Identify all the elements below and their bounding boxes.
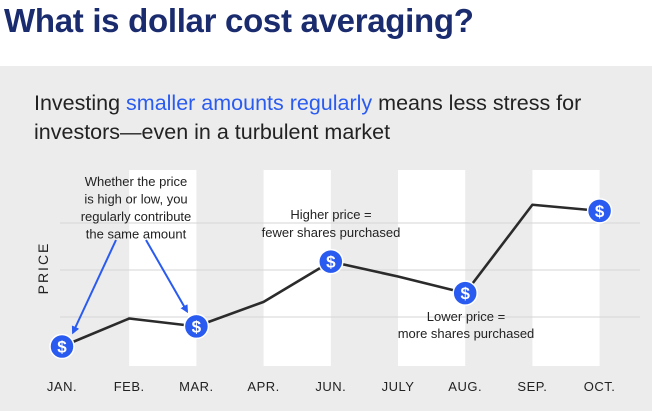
coin-circle (183, 313, 210, 340)
x-tick-label: AUG. (448, 379, 482, 394)
coin-circle (318, 248, 344, 275)
dollar-coin-icon: $ (49, 333, 75, 360)
x-tick-label: JUN. (315, 379, 346, 394)
annotation-lower-price: Lower price = more shares purchased (398, 309, 535, 341)
annotation-line: is high or low, you (84, 192, 187, 207)
annotation-line: the same amount (86, 227, 187, 242)
x-tick-label: SEP. (517, 379, 547, 394)
subtitle-highlight: smaller amounts regularly (126, 91, 373, 115)
annotation-regular-contribution: Whether the price is high or low, you regu… (81, 174, 192, 242)
dollar-coin-icon: $ (318, 248, 344, 275)
dollar-sign: $ (326, 253, 336, 272)
annotation-line: Lower price = (427, 309, 505, 324)
annotation-arrow (71, 239, 117, 335)
subtitle-part-1: Investing (34, 91, 127, 115)
dollar-sign: $ (595, 202, 605, 221)
dollar-coin-icon: $ (452, 280, 478, 306)
dollar-coin-icon: $ (586, 198, 613, 224)
x-tick-label: FEB. (114, 379, 145, 394)
annotation-line: Whether the price (85, 174, 188, 189)
dollar-sign: $ (192, 317, 202, 336)
annotation-line: regularly contribute (81, 209, 192, 224)
x-tick-label: JAN. (47, 379, 77, 394)
x-tick-label: JULY (382, 379, 415, 394)
annotation-arrow (145, 239, 188, 314)
x-tick-label: MAR. (179, 379, 214, 394)
dollar-sign: $ (460, 284, 470, 303)
page-title: What is dollar cost averaging? (4, 2, 474, 39)
annotation-higher-price: Higher price = fewer shares purchased (262, 207, 401, 240)
x-tick-label: APR. (247, 379, 279, 394)
dollar-sign: $ (57, 338, 67, 357)
coin-circle (586, 198, 613, 224)
coin-circle (452, 280, 478, 306)
coin-circle (49, 333, 75, 360)
dollar-coin-icon: $ (183, 313, 210, 340)
month-band (398, 170, 466, 366)
annotation-line: more shares purchased (398, 326, 535, 341)
chart-subtitle: Investing smaller amounts regularly mean… (34, 89, 634, 147)
subtitle-part-2: means less stress for investors—even in … (34, 91, 582, 144)
x-tick-label: OCT. (584, 379, 616, 394)
y-axis-label: PRICE (35, 242, 51, 295)
annotation-line: Higher price = (290, 207, 371, 222)
month-band (532, 170, 600, 366)
annotation-line: fewer shares purchased (262, 225, 401, 240)
